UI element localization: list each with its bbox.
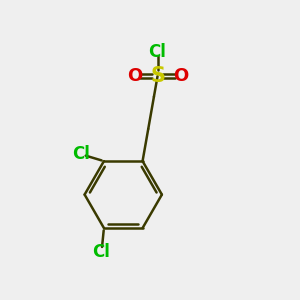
Text: O: O	[173, 67, 188, 85]
Text: S: S	[150, 66, 165, 86]
Text: Cl: Cl	[72, 145, 89, 163]
Text: Cl: Cl	[148, 43, 166, 61]
Text: Cl: Cl	[93, 243, 110, 261]
Text: O: O	[127, 67, 142, 85]
